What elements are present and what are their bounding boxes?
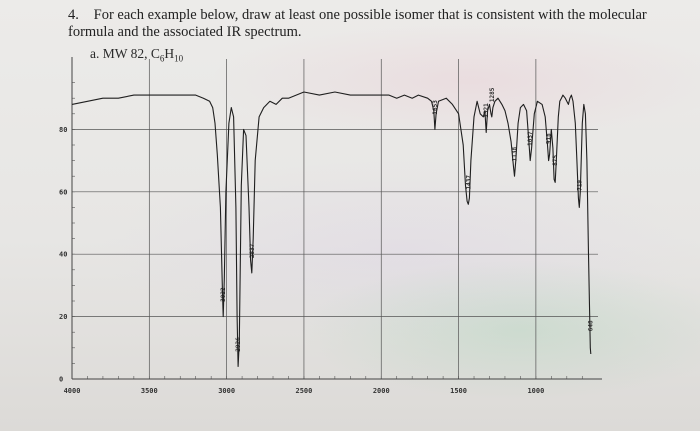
spectrum-series-line xyxy=(71,91,592,368)
peak-label: 719 xyxy=(576,180,583,191)
x-tick-label: 1000 xyxy=(527,387,544,395)
question-text: 4. For each example below, draw at least… xyxy=(68,7,668,41)
axes xyxy=(71,57,602,380)
peak-label: 1653 xyxy=(432,100,439,115)
y-tick-label: 0 xyxy=(59,376,63,384)
molecular-formula: C6H10 xyxy=(150,46,184,64)
y-tick-label: 60 xyxy=(59,188,67,196)
subquestion-part: a. MW 82, xyxy=(90,46,148,61)
x-tick-label: 3500 xyxy=(141,387,158,395)
y-tick-label: 80 xyxy=(59,126,67,134)
peak-label: 1285 xyxy=(489,87,496,102)
peak-label: 648 xyxy=(587,320,594,331)
question-number: 4. xyxy=(68,7,79,23)
x-tick-label: 1500 xyxy=(450,387,467,395)
question-prompt: For each example below, draw at least on… xyxy=(68,7,647,40)
x-tick-label: 2000 xyxy=(373,387,390,395)
y-tick-label: 40 xyxy=(59,251,67,259)
y-tick-label: 20 xyxy=(59,313,67,321)
peak-label: 1138 xyxy=(512,147,519,162)
grid xyxy=(72,59,598,379)
subquestion-label: a. MW 82, C6H10 xyxy=(90,46,183,64)
x-tick-label: 2500 xyxy=(296,387,313,395)
tick-labels: 0 20 40 60 80 4000 3500 3000 2500 2000 1500 1000 xyxy=(59,126,544,395)
peak-label: 918 xyxy=(546,133,553,144)
peak-label: 1437 xyxy=(465,175,472,190)
x-tick-label: 3000 xyxy=(218,387,235,395)
peak-label: 1321 xyxy=(483,103,490,118)
x-tick-label: 4000 xyxy=(64,387,81,395)
peak-label: 875 xyxy=(552,155,559,166)
peak-label: 1037 xyxy=(527,131,534,146)
